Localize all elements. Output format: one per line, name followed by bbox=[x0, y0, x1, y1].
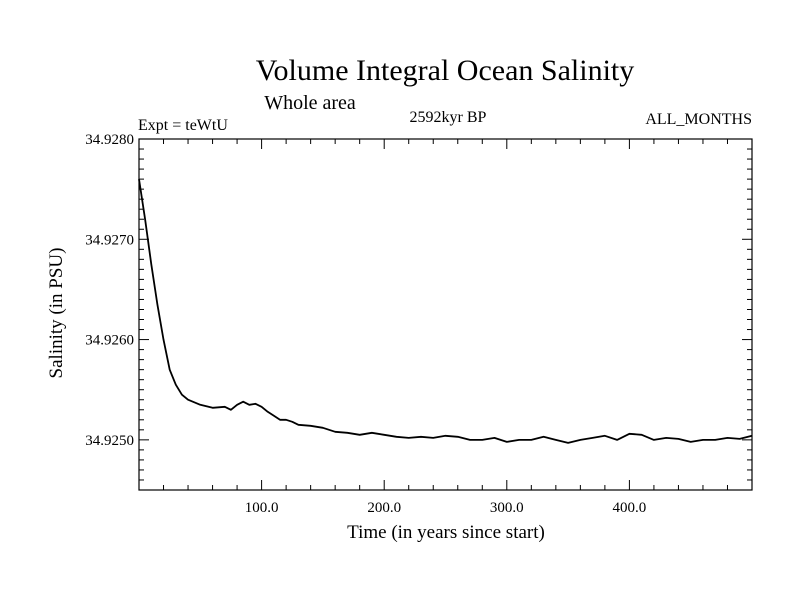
plot-frame bbox=[138, 138, 753, 491]
x-axis-label: Time (in years since start) bbox=[347, 522, 545, 543]
series-line-salinity bbox=[138, 178, 753, 444]
period-label: 2592kyr BP bbox=[410, 109, 487, 126]
x-tick-label: 100.0 bbox=[245, 500, 279, 516]
y-axis-label: Salinity (in PSU) bbox=[46, 248, 67, 379]
x-tick-label: 300.0 bbox=[490, 500, 524, 516]
series-group bbox=[138, 178, 753, 444]
tick-labels: 100.0 200.0 300.0 400.0 34.9250 34.9260 34.927… bbox=[85, 132, 646, 516]
y-tick-label: 34.9250 bbox=[85, 433, 134, 449]
chart-subtitle: Whole area bbox=[264, 92, 356, 114]
y-tick-label: 34.9260 bbox=[85, 333, 134, 349]
months-label: ALL_MONTHS bbox=[645, 111, 752, 128]
x-tick-label: 400.0 bbox=[613, 500, 647, 516]
experiment-label: Expt = teWtU bbox=[138, 117, 228, 134]
axis-ticks bbox=[139, 138, 752, 491]
y-tick-label: 34.9280 bbox=[85, 132, 134, 148]
y-tick-label: 34.9270 bbox=[85, 232, 134, 248]
chart-title: Volume Integral Ocean Salinity bbox=[256, 54, 635, 87]
x-tick-label: 200.0 bbox=[367, 500, 401, 516]
